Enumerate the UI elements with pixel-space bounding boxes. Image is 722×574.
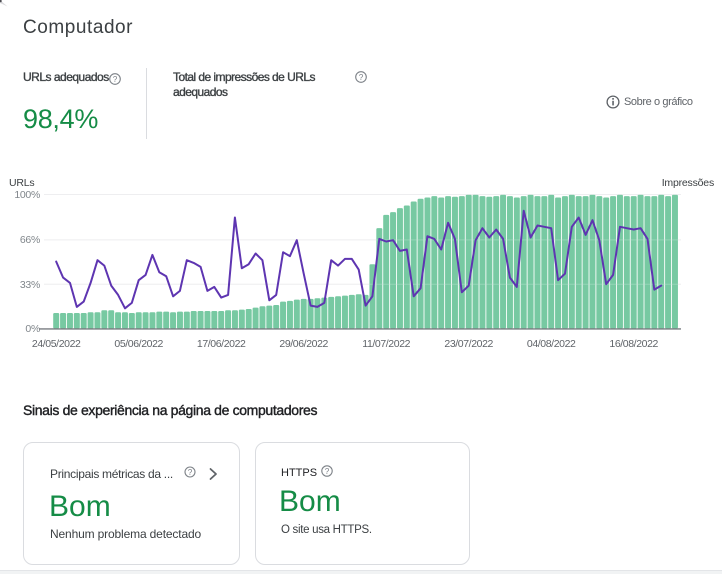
svg-text:?: ? [188, 468, 193, 477]
svg-text:?: ? [358, 73, 363, 82]
svg-text:?: ? [112, 75, 117, 84]
svg-text:?: ? [325, 467, 330, 476]
